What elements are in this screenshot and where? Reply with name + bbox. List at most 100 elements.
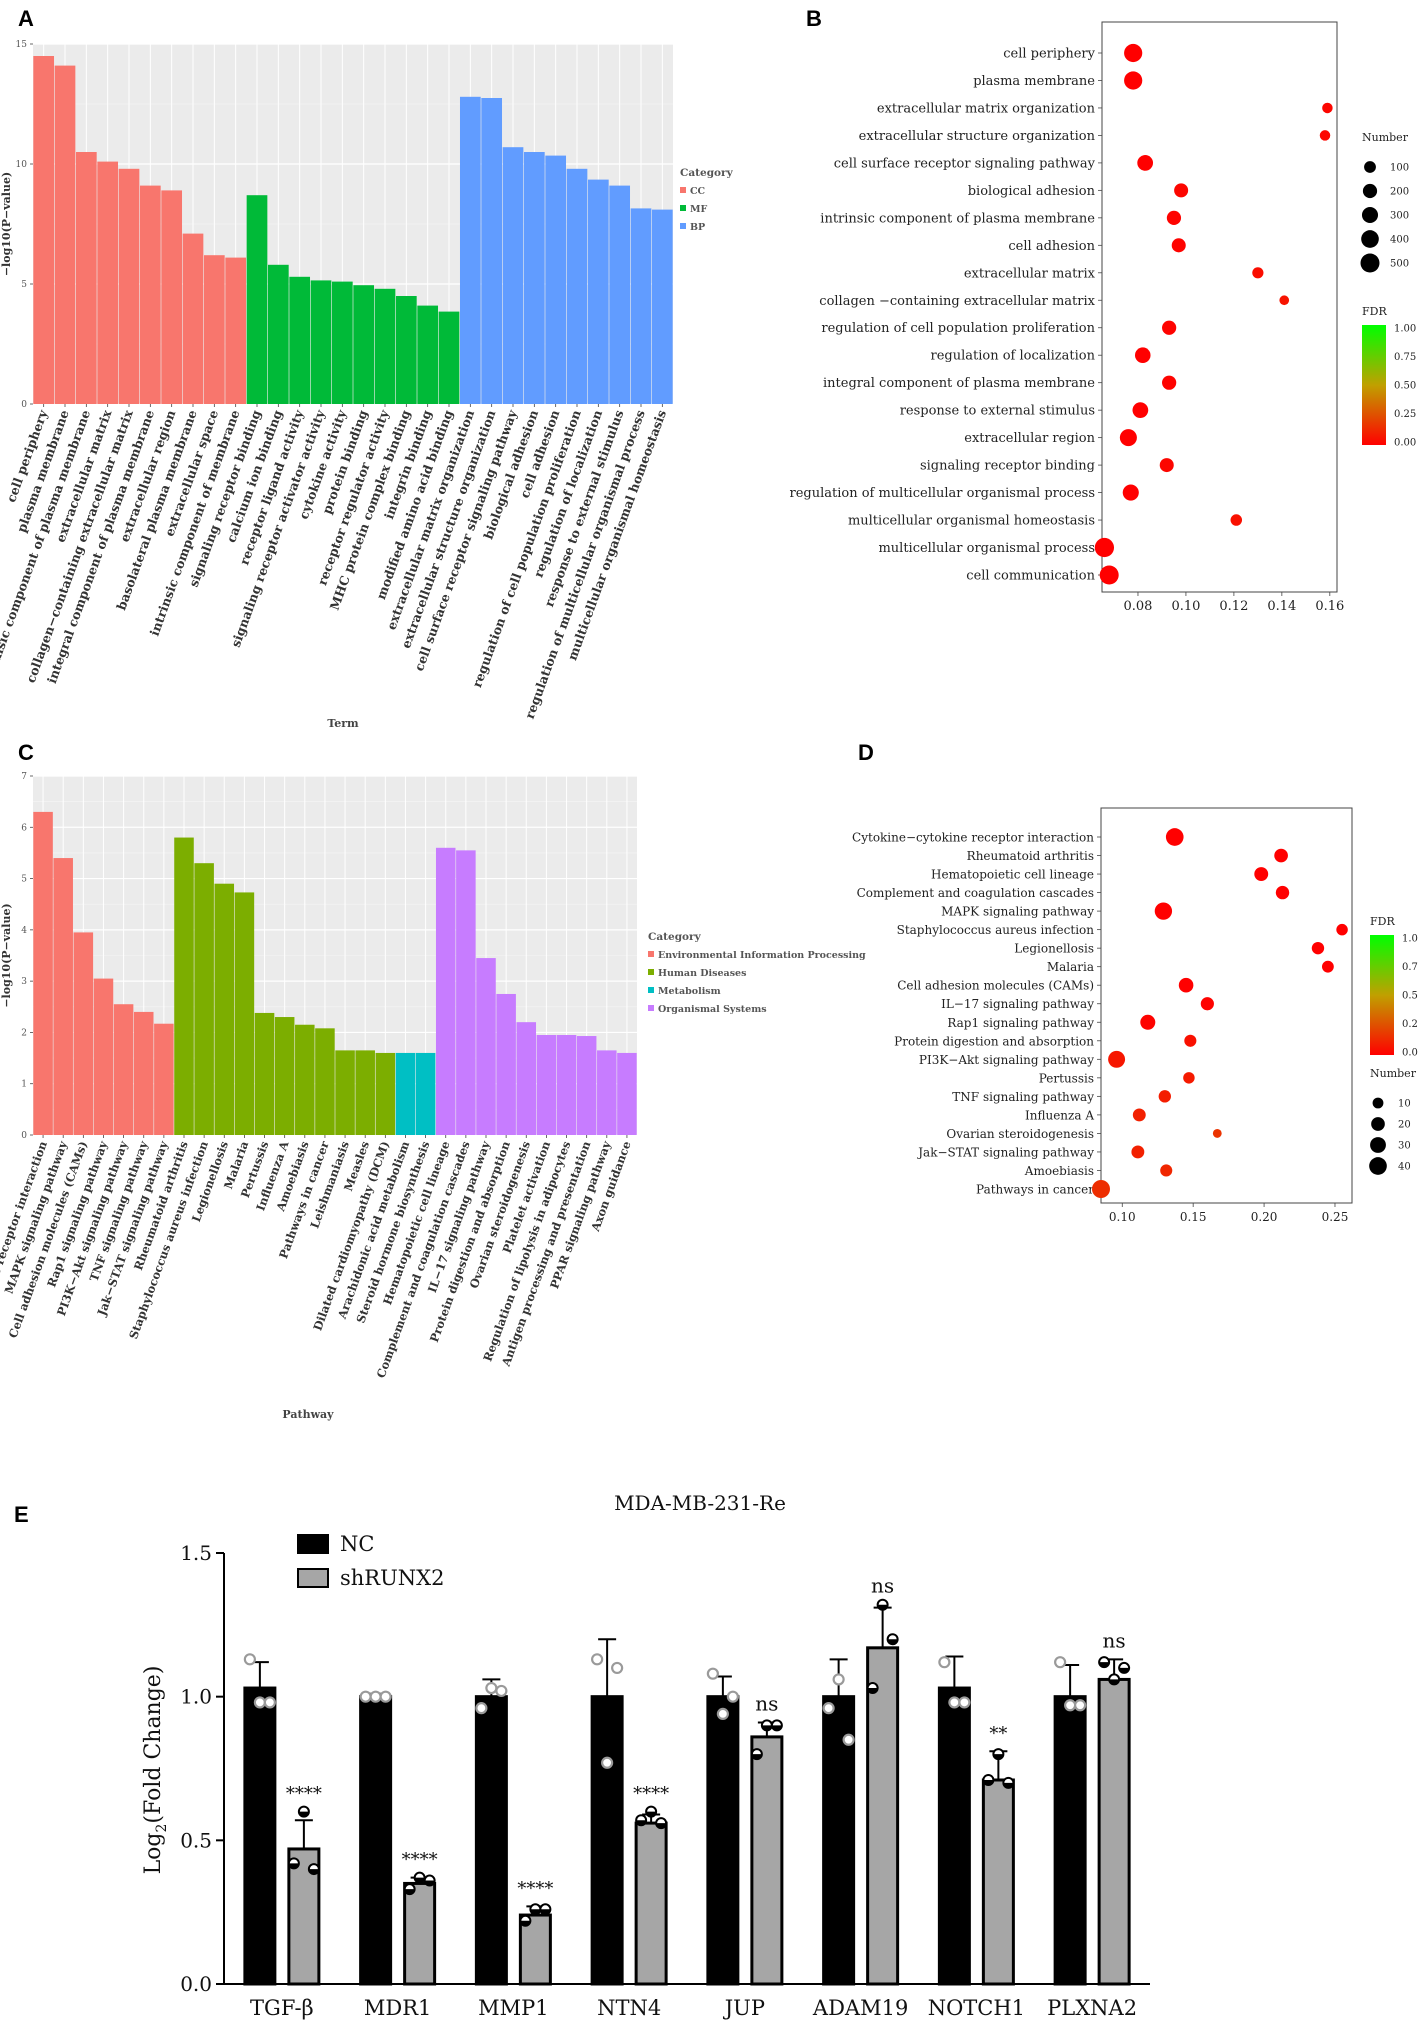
significance-label: **** — [402, 1850, 438, 1871]
y-tick-label: PI3K−Akt signaling pathway — [919, 1053, 1094, 1067]
y-tick-label: Staphylococcus aureus infection — [897, 923, 1095, 937]
legend-swatch — [648, 969, 654, 975]
y-tick-label: 0 — [21, 400, 27, 410]
bar — [556, 1034, 577, 1135]
bubble — [1162, 375, 1177, 390]
bar — [1053, 1695, 1087, 1986]
size-legend-label: 40 — [1398, 1162, 1411, 1173]
color-bar — [1370, 935, 1394, 1055]
data-point-fill — [308, 1869, 319, 1875]
bubble — [1311, 941, 1325, 955]
bar — [403, 1881, 437, 1986]
legend-label: NC — [340, 1532, 374, 1556]
y-axis-label: Log2(Fold Change) — [141, 1666, 170, 1875]
y-tick-label: 10 — [16, 160, 28, 170]
bar — [937, 1686, 971, 1986]
bar — [630, 208, 652, 404]
data-point-fill — [636, 1820, 647, 1826]
bubble — [1160, 1164, 1173, 1177]
data-point-fill — [887, 1639, 898, 1645]
bubble — [1154, 902, 1173, 920]
size-legend-label: 400 — [1390, 235, 1409, 246]
y-tick-label: Rap1 signaling pathway — [947, 1016, 1094, 1030]
bubble — [1321, 960, 1334, 973]
bar — [590, 1695, 624, 1986]
x-tick-label: PLXNA2 — [1047, 1996, 1137, 2020]
bar — [435, 847, 456, 1135]
x-tick-label: 0.10 — [1109, 1210, 1136, 1224]
size-legend-dot — [1372, 1097, 1384, 1109]
data-point — [379, 1690, 392, 1703]
bar — [634, 1821, 668, 1986]
data-point-fill — [646, 1811, 657, 1817]
y-tick-label: 3 — [21, 977, 27, 987]
legend-label: shRUNX2 — [340, 1566, 445, 1590]
y-tick-label: 0.5 — [180, 1828, 212, 1852]
bubble — [1319, 130, 1331, 141]
legend-label: Environmental Information Processing — [658, 950, 866, 961]
y-tick-label: 4 — [21, 926, 27, 936]
y-tick-label: collagen −containing extracellular matri… — [819, 294, 1095, 309]
bubble — [1183, 1072, 1195, 1084]
x-tick-label: MDR1 — [364, 1996, 432, 2020]
bar — [1097, 1677, 1131, 1986]
y-tick-label: Malaria — [1047, 960, 1094, 974]
bar — [243, 1686, 277, 1986]
y-tick-label: multicellular organismal process — [878, 541, 1095, 556]
data-point-fill — [288, 1863, 299, 1869]
y-tick-label: 5 — [21, 280, 27, 290]
data-point — [359, 1690, 372, 1703]
size-legend-dot — [1370, 1137, 1386, 1153]
y-tick-label: Ovarian steroidogenesis — [946, 1127, 1094, 1141]
bubble — [1131, 1145, 1145, 1159]
significance-label: ns — [1103, 1628, 1126, 1652]
y-tick-label: Pathways in cancer — [976, 1183, 1094, 1197]
y-tick-label: signaling receptor binding — [920, 459, 1095, 474]
bar — [118, 168, 140, 404]
bubble — [1158, 1090, 1171, 1103]
data-point — [1074, 1699, 1087, 1712]
y-tick-label: multicellular organismal homeostasis — [848, 514, 1095, 529]
bar — [310, 280, 332, 404]
y-tick-label: cell adhesion — [1008, 239, 1095, 254]
data-point-fill — [1099, 1662, 1110, 1668]
data-point-fill — [867, 1688, 878, 1694]
legend-label: BP — [690, 222, 705, 233]
x-axis-label: Term — [327, 717, 359, 730]
y-tick-label: MAPK signaling pathway — [941, 905, 1094, 919]
bar — [459, 96, 481, 405]
data-point-fill — [520, 1920, 531, 1926]
data-point — [716, 1707, 729, 1721]
legend-label: Organismal Systems — [658, 1004, 767, 1015]
y-tick-label: Amoebiasis — [1024, 1164, 1094, 1178]
bar — [214, 883, 235, 1135]
legend-label: Human Diseases — [658, 968, 746, 979]
bar — [750, 1735, 784, 1986]
size-legend-dot — [1371, 1117, 1385, 1131]
data-point — [591, 1653, 604, 1666]
bar — [154, 1023, 174, 1135]
chart-title: MDA-MB-231-Re — [614, 1491, 786, 1515]
bar — [496, 993, 516, 1135]
bar — [417, 305, 439, 404]
bar — [97, 161, 119, 404]
bar — [254, 1012, 275, 1135]
bar — [359, 1695, 393, 1986]
bubble — [1171, 238, 1186, 253]
bar — [194, 863, 214, 1135]
y-tick-label: 6 — [21, 823, 27, 833]
bubble — [1092, 1180, 1110, 1198]
y-tick-label: regulation of cell population proliferat… — [821, 321, 1095, 336]
significance-label: ** — [989, 1723, 1007, 1744]
color-legend-label: 0.00 — [1394, 438, 1416, 449]
legend-swatch — [680, 223, 686, 229]
data-point — [958, 1696, 971, 1709]
x-tick-label: 0.15 — [1180, 1210, 1207, 1224]
data-point — [495, 1684, 508, 1698]
size-legend-label: 100 — [1390, 163, 1409, 174]
bubble — [1336, 923, 1348, 936]
data-point-fill — [656, 1823, 667, 1829]
bar — [289, 276, 311, 404]
